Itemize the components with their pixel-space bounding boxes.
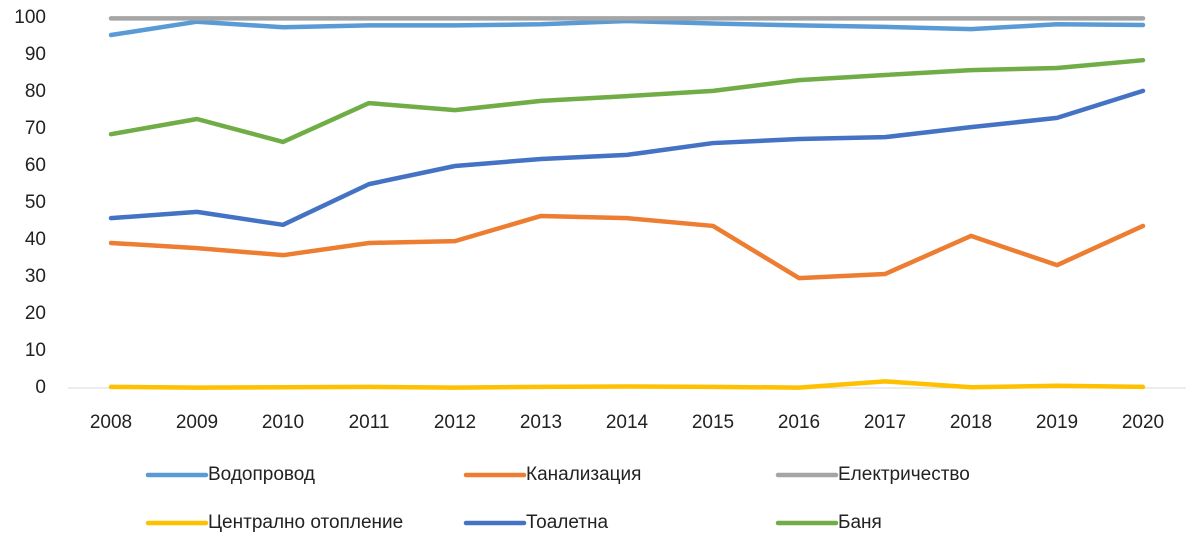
x-tick-label: 2014 (606, 412, 649, 433)
series-line (108, 213, 1146, 281)
legend-label: Водопровод (208, 464, 315, 485)
y-tick-label: 90 (25, 44, 46, 65)
legend-label: Електричество (838, 464, 970, 485)
y-tick-label: 50 (25, 192, 46, 213)
legend-label: Тоалетна (526, 512, 608, 533)
y-tick-label: 0 (35, 377, 46, 398)
series-line (108, 88, 1146, 228)
x-tick-label: 2019 (1036, 412, 1078, 433)
y-tick-label: 60 (25, 155, 46, 176)
x-tick-label: 2020 (1122, 412, 1164, 433)
legend-label: Централно отопление (208, 512, 403, 533)
x-tick-label: 2013 (520, 412, 562, 433)
x-tick-label: 2011 (349, 412, 390, 433)
x-tick-label: 2015 (692, 412, 734, 433)
series-line (108, 57, 1146, 145)
legend-label: Баня (838, 512, 882, 533)
x-tick-label: 2010 (262, 412, 304, 433)
series-line (108, 379, 1146, 390)
y-tick-label: 20 (25, 303, 46, 324)
x-tick-label: 2012 (434, 412, 476, 433)
y-tick-label: 30 (25, 266, 46, 287)
x-tick-label: 2017 (864, 412, 906, 433)
y-tick-label: 40 (25, 229, 46, 250)
y-tick-label: 70 (25, 118, 46, 139)
x-tick-label: 2008 (90, 412, 132, 433)
y-tick-label: 80 (25, 81, 46, 102)
x-tick-label: 2018 (950, 412, 992, 433)
y-tick-label: 100 (14, 7, 46, 28)
series-line (108, 18, 1146, 38)
legend-label: Канализация (526, 464, 641, 485)
x-tick-label: 2016 (778, 412, 820, 433)
y-tick-label: 10 (25, 340, 46, 361)
x-tick-label: 2009 (176, 412, 218, 433)
